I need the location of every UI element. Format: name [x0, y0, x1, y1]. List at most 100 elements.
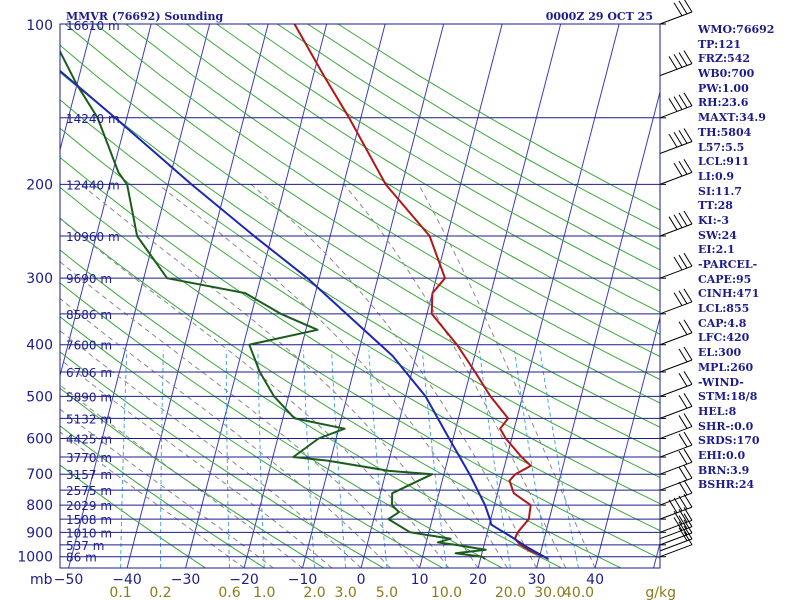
- wind-barb-flag: [678, 254, 688, 269]
- height-level-label: 86 m: [66, 551, 97, 565]
- dry-adiabat-line: [95, 24, 660, 381]
- dry-adiabat-line: [60, 127, 660, 505]
- wind-barb-flag: [683, 479, 693, 494]
- wind-barb-flag: [668, 499, 678, 514]
- isotherm-line: [60, 24, 94, 152]
- mixing-ratio-line: [257, 350, 265, 568]
- wind-barb-flag: [678, 212, 688, 227]
- sounding-index: EHI:0.0: [698, 448, 746, 462]
- moist-adiabat-line: [60, 408, 274, 568]
- temperature-tick-label: 20: [469, 572, 487, 588]
- mixing-ratio-tick-label: 1.0: [253, 585, 275, 600]
- mixing-ratio-tick-label: 5.0: [376, 585, 398, 600]
- isotherm-line: [419, 24, 562, 568]
- wind-barb-flag: [683, 519, 693, 534]
- wind-barb-flag: [678, 521, 688, 536]
- mixing-ratio-line: [303, 350, 315, 568]
- wind-barb-flag: [683, 493, 693, 508]
- wind-barb-flag: [668, 56, 678, 70]
- wind-barb-flag: [673, 96, 683, 110]
- wind-barb-flag: [673, 2, 683, 17]
- mixing-ratio-units-label: g/kg: [645, 585, 676, 600]
- isotherm-line: [243, 24, 386, 568]
- temperature-tick-label: −10: [288, 572, 318, 588]
- wind-barb-flag: [683, 464, 693, 479]
- sounding-index: MAXT:34.9: [698, 111, 766, 125]
- dry-adiabat-line: [186, 24, 660, 313]
- wind-barb-flag: [678, 0, 688, 15]
- temperature-tick-label: −50: [54, 572, 84, 588]
- mixing-ratio-line: [514, 350, 551, 568]
- mixing-ratio-tick-label: 0.2: [149, 585, 171, 600]
- wind-barb-flag: [673, 214, 683, 229]
- wind-barb-flag: [678, 372, 688, 387]
- wind-barb-flag: [673, 292, 683, 306]
- mixing-ratio-line: [331, 350, 347, 568]
- dry-adiabat-line: [60, 44, 660, 428]
- height-level-label: 5132 m: [66, 412, 112, 426]
- sounding-index: SW:24: [698, 228, 737, 242]
- moist-adiabat-line: [60, 217, 450, 568]
- mixing-ratio-tick-label: 0.1: [109, 585, 131, 600]
- wind-barb-flag: [668, 98, 678, 112]
- dry-adiabat-line: [60, 217, 622, 568]
- sounding-indices: WMO:76692 TP:121 FRZ:542 WB0:700 PW:1.00 RH:2…: [698, 23, 774, 493]
- pressure-tick-label: 600: [26, 432, 53, 448]
- background-grid: [60, 24, 660, 568]
- wind-barb-flag: [673, 54, 683, 68]
- moist-adiabat-line: [60, 330, 362, 568]
- isobars: [60, 23, 666, 558]
- mixing-ratio-line: [120, 350, 128, 568]
- wind-barb-flag: [683, 448, 693, 463]
- sounding-index: SRDS:170: [698, 434, 760, 448]
- mixing-ratio-tick-label: 10.0: [431, 585, 462, 600]
- wind-barb-flag: [678, 130, 688, 144]
- sounding-index: HEL:8: [698, 404, 737, 418]
- mixing-ratio-line: [539, 350, 579, 568]
- pressure-tick-label: 800: [26, 498, 53, 514]
- mixing-ratio-line: [225, 350, 230, 568]
- mixing-ratio-tick-label: 3.0: [335, 585, 357, 600]
- dry-adiabat-line: [277, 24, 660, 251]
- sounding-index: SHR-:0.0: [698, 419, 754, 433]
- pressure-tick-label: 1000: [17, 550, 53, 566]
- height-level-label: 4425 m: [66, 433, 112, 447]
- sounding-index: LI:0.9: [698, 169, 735, 183]
- mixing-ratio-tick-label: 40.0: [563, 585, 594, 600]
- pressure-tick-label: 200: [26, 177, 53, 193]
- dry-adiabat-line: [60, 249, 562, 568]
- wind-barb-flag: [678, 495, 688, 510]
- sounding-index: CINH:471: [698, 287, 760, 301]
- wind-barb-flag: [683, 92, 693, 107]
- sounding-index: FRZ:542: [698, 52, 751, 66]
- isotherm-line: [68, 24, 211, 568]
- mixing-ratio-tick-label: 30.0: [534, 585, 565, 600]
- wind-barb-flag: [678, 515, 688, 529]
- sounding-index: WB0:700: [698, 67, 755, 81]
- wind-barb-flag: [683, 319, 693, 333]
- mixing-ratio-line: [479, 350, 511, 568]
- sounding-profiles: [60, 24, 549, 560]
- wind-barb-flag: [683, 393, 693, 407]
- isotherm-line: [185, 24, 328, 568]
- pressure-tick-label: 100: [26, 18, 53, 34]
- temperature-tick-label: −20: [229, 572, 259, 588]
- dewpoint-profile-line: [60, 49, 487, 560]
- dry-adiabat-line: [60, 71, 660, 453]
- mixing-ratio-line: [421, 350, 447, 568]
- sounding-index: TT:28: [698, 199, 733, 213]
- height-level-label: 537 m: [66, 539, 104, 553]
- pressure-tick-label: 900: [26, 525, 53, 541]
- wind-barb-shaft: [659, 544, 693, 558]
- temperature-tick-label: 0: [357, 572, 366, 588]
- sounding-index: BSHR:24: [698, 478, 755, 492]
- wind-barb-flag: [683, 159, 693, 173]
- height-level-label: 5890 m: [66, 390, 112, 404]
- wind-barb-flag: [668, 216, 678, 230]
- height-level-label: 3770 m: [66, 451, 112, 465]
- wind-barb-flag: [673, 517, 683, 531]
- wind-barb-flag: [683, 525, 693, 540]
- parcel-profile-line: [60, 69, 549, 560]
- wind-barb-flag: [683, 50, 693, 64]
